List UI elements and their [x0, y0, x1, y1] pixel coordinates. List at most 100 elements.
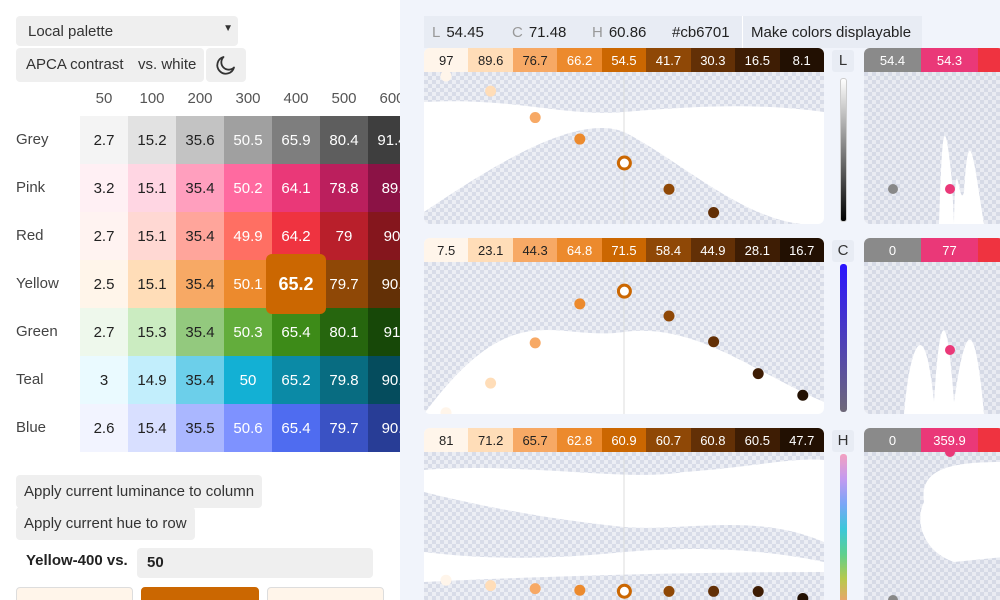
lightness-curve[interactable]	[424, 72, 824, 224]
curve-point[interactable]	[663, 585, 675, 597]
dark-mode-toggle[interactable]	[206, 48, 246, 82]
row-strip-value[interactable]: 54.4	[864, 48, 921, 72]
swatch-cell[interactable]: 65.4	[272, 404, 320, 452]
curve-point[interactable]	[708, 336, 720, 348]
strip-value[interactable]: 16.5	[735, 48, 780, 72]
swatch-cell[interactable]: 3	[80, 356, 128, 404]
swatch-cell[interactable]: 2.6	[80, 404, 128, 452]
curve-point[interactable]	[752, 585, 764, 597]
curve-point[interactable]	[708, 585, 720, 597]
row-point[interactable]	[888, 184, 898, 194]
row-chroma-curve[interactable]	[864, 262, 1000, 414]
curve-point[interactable]	[797, 389, 809, 401]
strip-value[interactable]: 65.7	[512, 428, 558, 452]
strip-value[interactable]: 81	[424, 428, 469, 452]
swatch-cell[interactable]: 35.5	[176, 404, 224, 452]
curve-point[interactable]	[663, 183, 675, 195]
swatch-cell[interactable]: 79	[320, 212, 368, 260]
swatch-cell[interactable]: 49.9	[224, 212, 272, 260]
curve-point[interactable]	[529, 112, 541, 124]
strip-value[interactable]: 89.6	[468, 48, 513, 72]
swatch-cell-selected[interactable]: 65.2	[266, 254, 326, 314]
strip-value[interactable]: 71.5	[601, 238, 647, 262]
strip-value[interactable]: 30.3	[690, 48, 736, 72]
swatch-cell[interactable]: 90.	[368, 260, 400, 308]
strip-value[interactable]: 71.2	[468, 428, 513, 452]
swatch-cell[interactable]: 15.4	[128, 404, 176, 452]
swatch-cell[interactable]: 50.1	[224, 260, 272, 308]
swatch-cell[interactable]: 79.7	[320, 404, 368, 452]
strip-value[interactable]: 41.7	[646, 48, 691, 72]
swatch-cell[interactable]: 90.	[368, 356, 400, 404]
strip-value[interactable]: 44.9	[690, 238, 736, 262]
swatch-cell[interactable]: 50.6	[224, 404, 272, 452]
strip-value[interactable]: 7.5	[424, 238, 469, 262]
swatch-cell[interactable]: 35.4	[176, 164, 224, 212]
swatch-cell[interactable]: 89.	[368, 164, 400, 212]
strip-value[interactable]: 54.5	[601, 48, 647, 72]
lightness-gradient-bar[interactable]	[840, 78, 847, 222]
curve-point[interactable]	[529, 337, 541, 349]
hex-field[interactable]: #cb6701	[664, 16, 742, 48]
swatch-cell[interactable]: 3.2	[80, 164, 128, 212]
strip-value[interactable]: 44.3	[512, 238, 558, 262]
curve-point[interactable]	[440, 407, 452, 414]
swatch-cell[interactable]: 78.8	[320, 164, 368, 212]
swatch-cell[interactable]: 80.4	[320, 116, 368, 164]
chroma-curve[interactable]	[424, 262, 824, 414]
swatch-cell[interactable]: 65.9	[272, 116, 320, 164]
row-point[interactable]	[945, 184, 955, 194]
curve-point[interactable]	[663, 310, 675, 322]
row-strip-value[interactable]: 5	[978, 48, 1000, 72]
swatch-cell[interactable]: 80.1	[320, 308, 368, 356]
swatch-cell[interactable]: 2.7	[80, 212, 128, 260]
curve-point[interactable]	[574, 584, 586, 596]
apply-luminance-button[interactable]: Apply current luminance to column	[16, 475, 263, 508]
apply-hue-button[interactable]: Apply current hue to row	[16, 507, 195, 540]
hue-curve[interactable]	[424, 452, 824, 600]
row-hue-curve[interactable]	[864, 452, 1000, 600]
compare-input[interactable]: 50	[137, 548, 373, 578]
strip-value[interactable]: 8.1	[779, 48, 824, 72]
swatch-cell[interactable]: 2.5	[80, 260, 128, 308]
swatch-cell[interactable]: 15.1	[128, 260, 176, 308]
row-point[interactable]	[888, 595, 898, 600]
curve-point[interactable]	[797, 593, 809, 600]
curve-point[interactable]	[616, 583, 632, 599]
strip-value[interactable]: 28.1	[735, 238, 780, 262]
swatch-cell[interactable]: 65.2	[272, 356, 320, 404]
strip-value[interactable]: 58.4	[646, 238, 691, 262]
row-point[interactable]	[945, 452, 955, 457]
swatch-cell[interactable]: 15.1	[128, 164, 176, 212]
swatch-cell[interactable]: 50	[224, 356, 272, 404]
swatch-cell[interactable]: 90.	[368, 404, 400, 452]
chroma-field[interactable]: C 71.48	[504, 16, 584, 48]
curve-point[interactable]	[574, 133, 586, 145]
swatch-cell[interactable]: 2.7	[80, 308, 128, 356]
strip-value[interactable]: 97	[424, 48, 469, 72]
swatch-cell[interactable]: 64.1	[272, 164, 320, 212]
curve-point[interactable]	[616, 283, 632, 299]
row-strip-value[interactable]: 54.3	[921, 48, 978, 72]
row-strip-value[interactable]: 0	[864, 238, 921, 262]
swatch-cell[interactable]: 15.2	[128, 116, 176, 164]
curve-point[interactable]	[752, 368, 764, 380]
strip-value[interactable]: 47.7	[779, 428, 824, 452]
row-strip-value[interactable]: 7	[978, 238, 1000, 262]
strip-value[interactable]: 23.1	[468, 238, 513, 262]
lightness-field[interactable]: L 54.45	[424, 16, 504, 48]
curve-point[interactable]	[574, 298, 586, 310]
swatch-cell[interactable]: 14.9	[128, 356, 176, 404]
curve-point[interactable]	[485, 377, 497, 389]
strip-value[interactable]: 60.8	[690, 428, 736, 452]
swatch-cell[interactable]: 91	[368, 308, 400, 356]
swatch-cell[interactable]: 35.4	[176, 308, 224, 356]
strip-value[interactable]: 60.5	[735, 428, 780, 452]
swatch-cell[interactable]: 35.4	[176, 356, 224, 404]
curve-point[interactable]	[708, 207, 720, 219]
row-strip-value[interactable]: 77	[921, 238, 978, 262]
swatch-cell[interactable]: 79.7	[320, 260, 368, 308]
strip-value[interactable]: 76.7	[512, 48, 558, 72]
swatch-cell[interactable]: 79.8	[320, 356, 368, 404]
curve-point[interactable]	[485, 580, 497, 592]
